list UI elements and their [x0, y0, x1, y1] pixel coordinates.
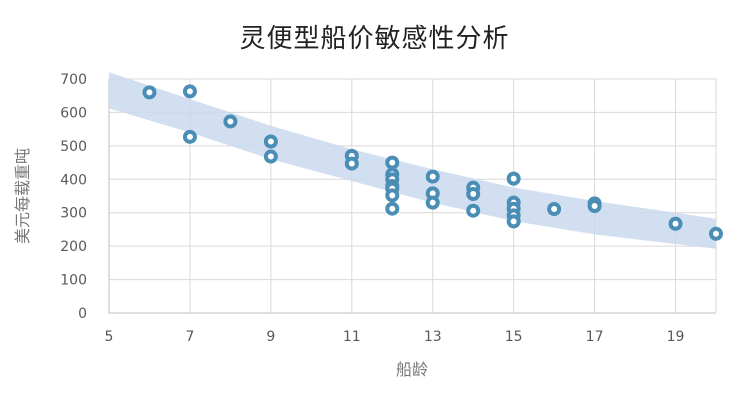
data-point: [425, 169, 440, 184]
chart-title: 灵便型船价敏感性分析: [239, 24, 510, 54]
x-tick-label: 7: [185, 329, 194, 345]
data-point: [263, 134, 278, 149]
x-tick-label: 9: [266, 329, 275, 345]
x-tick-label: 17: [586, 329, 604, 345]
y-tick-label: 700: [60, 72, 87, 88]
data-point: [344, 156, 359, 171]
data-point: [385, 155, 400, 170]
data-point: [506, 171, 521, 186]
y-tick-label: 400: [60, 172, 87, 188]
data-point: [709, 226, 723, 241]
data-point: [425, 195, 440, 210]
y-tick-label: 0: [78, 306, 87, 322]
data-point: [142, 85, 157, 100]
data-point: [466, 186, 481, 201]
data-point: [385, 188, 400, 203]
x-tick-label: 5: [105, 329, 114, 345]
y-tick-label: 500: [60, 139, 87, 155]
x-tick-label: 13: [424, 329, 442, 345]
data-point: [182, 129, 197, 144]
data-point: [587, 199, 602, 214]
data-point: [506, 214, 521, 229]
data-point: [223, 114, 238, 129]
y-tick-label: 200: [60, 239, 87, 255]
data-point: [668, 216, 683, 231]
data-point: [263, 149, 278, 164]
data-point: [182, 84, 197, 99]
x-tick-label: 15: [505, 329, 523, 345]
y-tick-label: 100: [60, 273, 87, 289]
data-point: [385, 201, 400, 216]
y-tick-label: 300: [60, 206, 87, 222]
x-tick-label: 11: [343, 329, 361, 345]
x-axis-label: 船龄: [395, 360, 429, 379]
confidence-band: [109, 72, 716, 249]
y-tick-label: 600: [60, 105, 87, 121]
data-point: [547, 202, 562, 217]
x-tick-label: 19: [667, 329, 685, 345]
data-point: [466, 203, 481, 218]
